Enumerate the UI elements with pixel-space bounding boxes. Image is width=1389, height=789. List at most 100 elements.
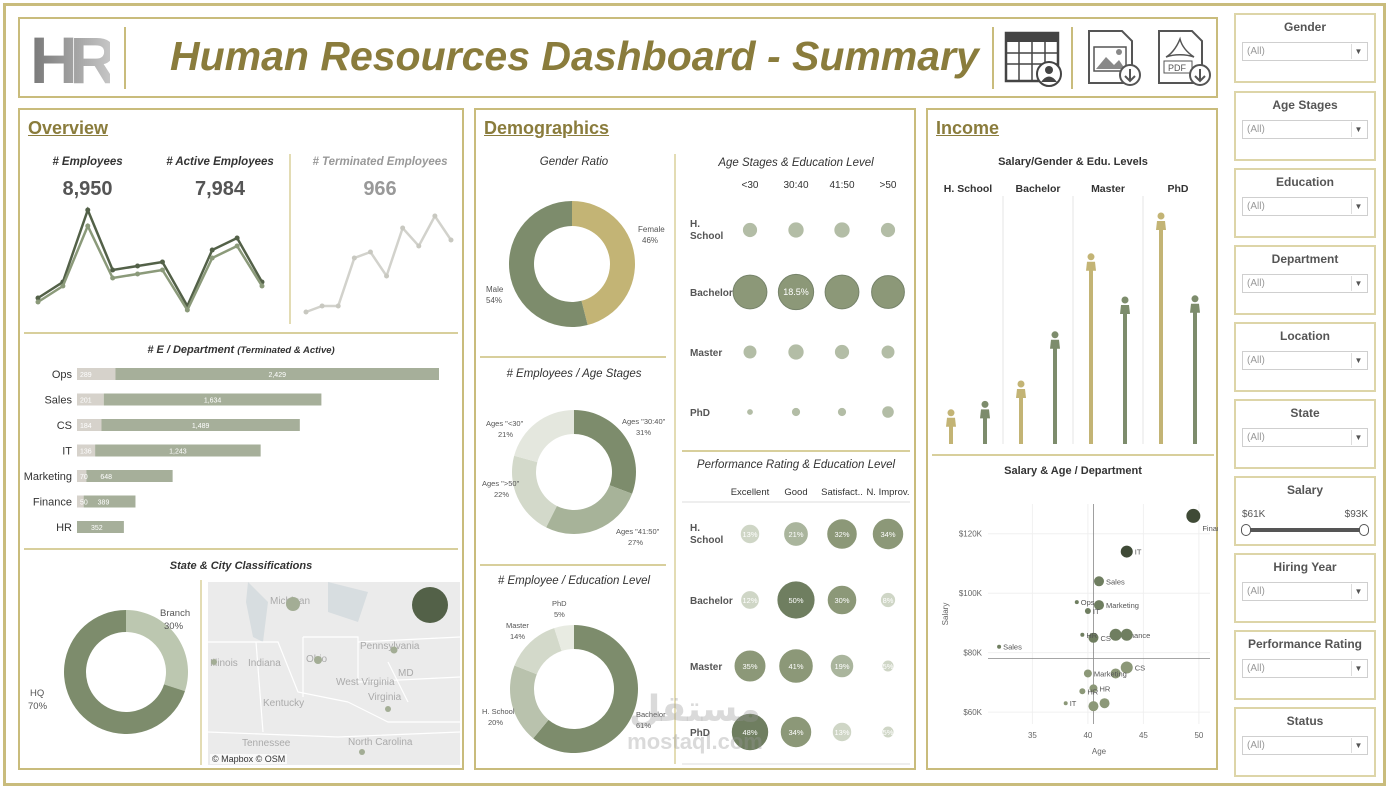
map-bubble[interactable] [314, 656, 322, 664]
filter-dropdown[interactable]: (All) ▼ [1242, 659, 1368, 678]
perf-row-label: School [690, 535, 724, 546]
filter-dropdown[interactable]: (All) ▼ [1242, 42, 1368, 61]
age-edu-bubble [880, 222, 896, 238]
education-label: H. School [482, 707, 515, 716]
salary-slider-handle-left[interactable] [1241, 524, 1251, 536]
perf-bubble-label: 34% [788, 728, 803, 737]
chevron-down-icon[interactable]: ▼ [1351, 584, 1365, 599]
female-label: Female [638, 225, 665, 234]
location-map[interactable]: Michigan Illinois Indiana Ohio Pennsylva… [208, 582, 460, 765]
overview-divider-1 [24, 332, 458, 334]
scatter-point [1084, 608, 1091, 615]
scatter-point-label: Sales [1106, 577, 1125, 586]
chevron-down-icon[interactable]: ▼ [1351, 738, 1365, 753]
branch-label: Branch [160, 608, 190, 619]
person-body-icon [946, 417, 956, 427]
age-education-bubble-grid: <30 30:40 41:50 >50 H.School Bachelor Master Ph… [690, 180, 905, 419]
filter-dropdown[interactable]: (All) ▼ [1242, 582, 1368, 601]
scatter-point [1088, 701, 1099, 712]
age-stage-pct: 27% [628, 538, 643, 547]
map-bubble-hq[interactable] [412, 587, 448, 623]
demo-divider-1 [480, 356, 666, 358]
age-stage-label: Ages "41:50" [616, 527, 660, 536]
chevron-down-icon[interactable]: ▼ [1351, 199, 1365, 214]
header-divider [124, 27, 126, 89]
map-bubble[interactable] [286, 597, 300, 611]
filter-education: Education (All) ▼ [1234, 168, 1376, 238]
filter-dropdown[interactable]: (All) ▼ [1242, 351, 1368, 370]
map-bubble[interactable] [390, 646, 398, 654]
trend-point [110, 275, 116, 281]
chevron-down-icon[interactable]: ▼ [1351, 661, 1365, 676]
salary-edu-title: Salary/Gender & Edu. Levels [998, 156, 1148, 168]
scatter-xtick: 50 [1194, 731, 1203, 740]
scatter-xtick: 35 [1028, 731, 1037, 740]
education-label: Bachelor [636, 710, 666, 719]
header-bar: HR Human Resources Dashboard - Summary [18, 17, 1218, 98]
hq-label: HQ [30, 688, 44, 699]
header-divider-2 [992, 27, 994, 89]
donut-slice-h-school [510, 665, 549, 739]
scatter-point [1186, 508, 1201, 523]
person-head-icon [1157, 212, 1165, 220]
dept-bar-terminated [77, 368, 116, 380]
scatter-point-label: HR [1099, 684, 1110, 693]
scatter-ytick: $60K [963, 708, 982, 717]
age-edu-highlight-label: 18.5% [783, 287, 809, 297]
image-download-icon[interactable] [1086, 29, 1142, 87]
perf-bubble-label: 13% [834, 728, 849, 737]
filter-dropdown[interactable]: (All) ▼ [1242, 736, 1368, 755]
kpi-terminated-value: 966 [363, 178, 397, 200]
dept-bar-active [103, 393, 322, 406]
salary-min-label: $61K [1242, 509, 1266, 520]
filter-dropdown[interactable]: (All) ▼ [1242, 197, 1368, 216]
donut-slice-female [572, 201, 636, 326]
scatter-xtick: 45 [1139, 731, 1148, 740]
education-pct: 5% [554, 610, 565, 619]
chevron-down-icon[interactable]: ▼ [1351, 44, 1365, 59]
filter-dropdown[interactable]: (All) ▼ [1242, 428, 1368, 447]
pdf-download-icon[interactable]: PDF [1156, 29, 1212, 87]
perf-bubble-label: 12% [742, 596, 757, 605]
filter-dropdown[interactable]: (All) ▼ [1242, 120, 1368, 139]
logo-text: HR [30, 27, 110, 91]
education-level-title: # Employee / Education Level [497, 575, 651, 587]
chevron-down-icon[interactable]: ▼ [1351, 276, 1365, 291]
filter-title: Education [1275, 175, 1334, 189]
salary-slider-track[interactable] [1246, 528, 1364, 532]
chevron-down-icon[interactable]: ▼ [1351, 122, 1365, 137]
age-stage-pct: 21% [498, 430, 513, 439]
person-head-icon [947, 409, 955, 417]
age-col-header: <30 [742, 180, 759, 191]
edu-row-label: School [690, 231, 724, 242]
scatter-xlabel: Age [1092, 747, 1107, 756]
trend-line-1 [37, 222, 264, 313]
trend-point [184, 307, 190, 313]
filter-title: Salary [1286, 483, 1324, 497]
scatter-point-label: Sales [1003, 643, 1022, 652]
salary-slider-handle-right[interactable] [1359, 524, 1369, 536]
perf-bubble [740, 590, 760, 610]
trend-point [85, 223, 91, 229]
person-body-icon [1050, 339, 1060, 349]
filter-title: State [1290, 406, 1320, 420]
filter-performance-rating: Performance Rating (All) ▼ [1234, 630, 1376, 700]
terminated-point [400, 225, 406, 231]
edu-row-label: Bachelor [690, 288, 733, 299]
filter-dropdown[interactable]: (All) ▼ [1242, 274, 1368, 293]
salary-stem-male [1193, 306, 1197, 444]
age-edu-bubble [788, 344, 804, 360]
calendar-user-icon[interactable] [1003, 29, 1063, 87]
filter-department: Department (All) ▼ [1234, 245, 1376, 315]
age-edu-bubble [881, 345, 895, 359]
chevron-down-icon[interactable]: ▼ [1351, 353, 1365, 368]
map-bubble[interactable] [359, 749, 365, 755]
chevron-down-icon[interactable]: ▼ [1351, 430, 1365, 445]
dept-terminated-label: 201 [80, 398, 92, 405]
map-bubble[interactable] [385, 706, 391, 712]
map-bubble[interactable] [211, 659, 217, 665]
trend-line-0 [37, 206, 264, 309]
scatter-point-label: Finance [1202, 524, 1218, 533]
female-pct: 46% [642, 236, 658, 245]
perf-edu-title: Performance Rating & Education Level [696, 459, 896, 471]
